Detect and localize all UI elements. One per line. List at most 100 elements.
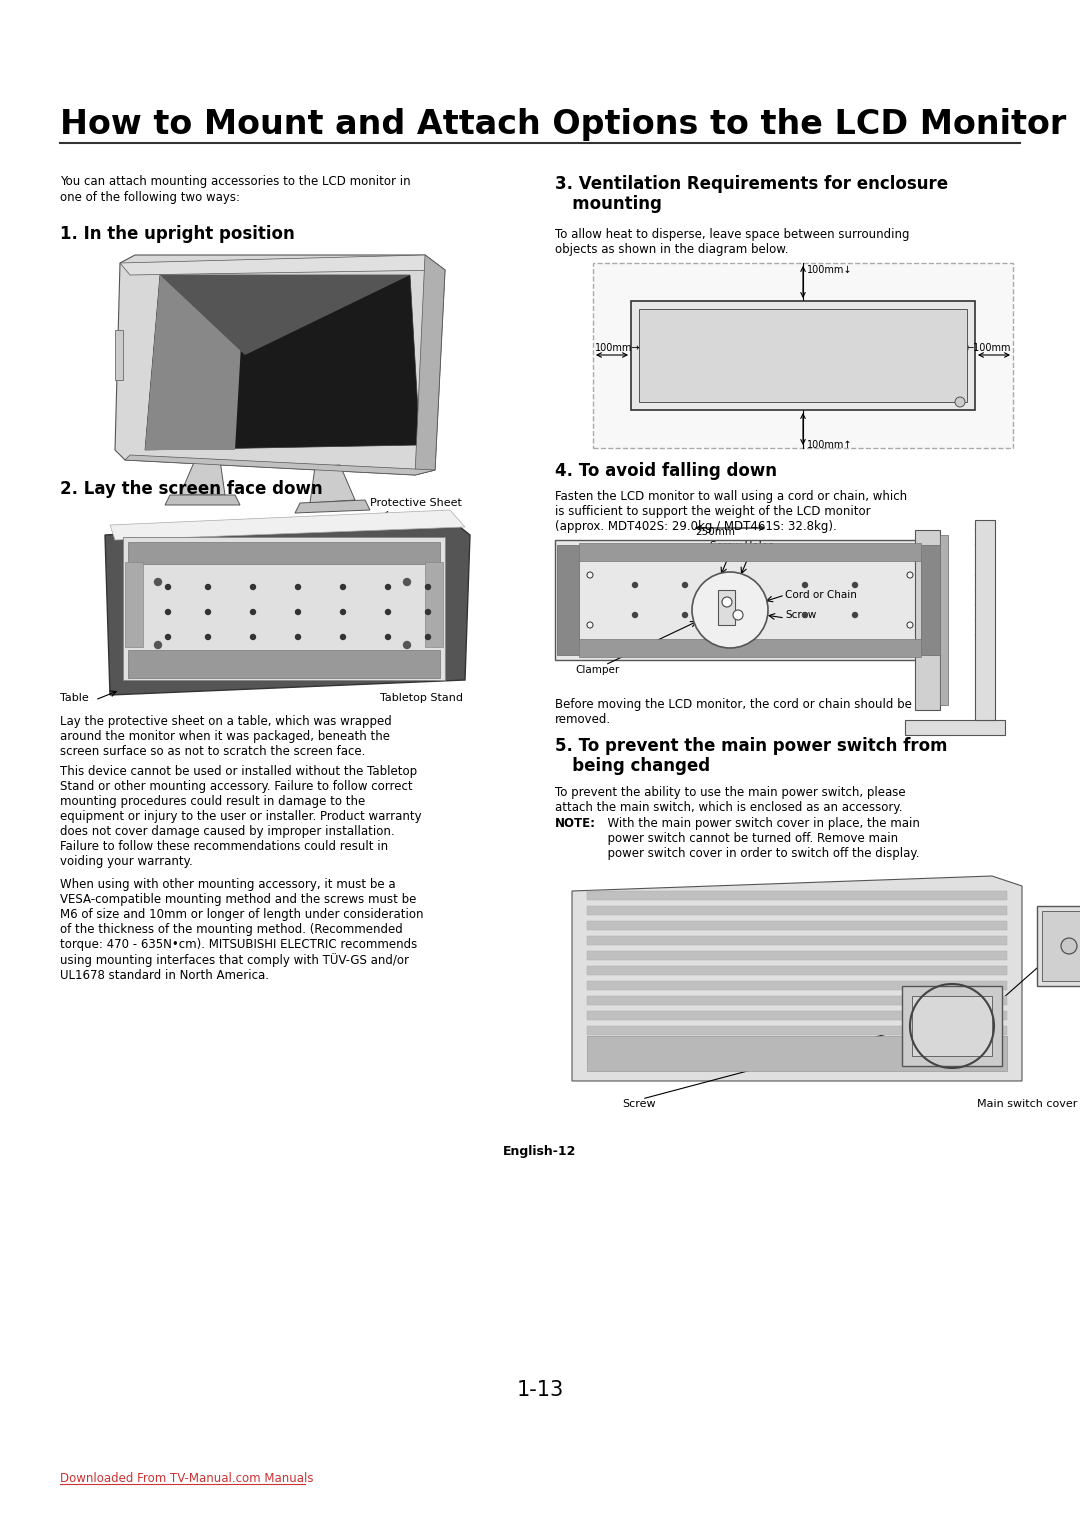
Text: is sufficient to support the weight of the LCD monitor: is sufficient to support the weight of t… xyxy=(555,504,870,518)
Bar xyxy=(588,981,1007,990)
Text: one of the following two ways:: one of the following two ways: xyxy=(60,191,240,205)
Text: Downloaded From TV-Manual.com Manuals: Downloaded From TV-Manual.com Manuals xyxy=(60,1471,313,1485)
Bar xyxy=(588,966,1007,975)
Bar xyxy=(915,530,940,711)
Text: 4. To avoid falling down: 4. To avoid falling down xyxy=(555,461,777,480)
Circle shape xyxy=(683,582,688,587)
Circle shape xyxy=(386,634,391,640)
Text: Screw: Screw xyxy=(785,610,816,620)
Polygon shape xyxy=(145,275,420,451)
Bar xyxy=(588,1025,1007,1034)
Bar xyxy=(588,891,1007,900)
Circle shape xyxy=(1061,938,1077,953)
Circle shape xyxy=(955,397,966,406)
Bar xyxy=(588,937,1007,944)
Circle shape xyxy=(386,610,391,614)
Circle shape xyxy=(588,571,593,578)
Text: NOTE:: NOTE: xyxy=(555,817,596,830)
Circle shape xyxy=(426,610,431,614)
Text: ←100mm: ←100mm xyxy=(966,342,1011,353)
Text: When using with other mounting accessory, it must be a
VESA-compatible mounting : When using with other mounting accessory… xyxy=(60,879,423,983)
Text: Cord or Chain: Cord or Chain xyxy=(785,590,856,601)
Circle shape xyxy=(251,585,256,590)
Circle shape xyxy=(340,585,346,590)
Bar xyxy=(631,301,975,410)
Polygon shape xyxy=(125,455,435,475)
Circle shape xyxy=(633,613,637,617)
Circle shape xyxy=(802,613,808,617)
Text: being changed: being changed xyxy=(555,756,711,775)
Circle shape xyxy=(340,610,346,614)
Text: To allow heat to disperse, leave space between surrounding
objects as shown in t: To allow heat to disperse, leave space b… xyxy=(555,228,909,257)
Circle shape xyxy=(296,610,300,614)
Circle shape xyxy=(426,634,431,640)
Text: Main switch cover: Main switch cover xyxy=(977,1099,1078,1109)
Text: Fasten the LCD monitor to wall using a cord or chain, which: Fasten the LCD monitor to wall using a c… xyxy=(555,490,907,503)
Circle shape xyxy=(633,582,637,587)
Text: Tabletop Stand: Tabletop Stand xyxy=(380,694,463,703)
Circle shape xyxy=(205,585,211,590)
Circle shape xyxy=(296,585,300,590)
Text: 1-13: 1-13 xyxy=(516,1380,564,1400)
Circle shape xyxy=(296,634,300,640)
Circle shape xyxy=(205,634,211,640)
Polygon shape xyxy=(114,255,445,475)
Bar xyxy=(123,536,445,680)
Polygon shape xyxy=(105,515,470,695)
Circle shape xyxy=(588,622,593,628)
Text: Protective Sheet: Protective Sheet xyxy=(370,498,462,507)
Polygon shape xyxy=(572,876,1022,1080)
Polygon shape xyxy=(310,465,355,503)
Text: mounting: mounting xyxy=(555,196,662,212)
Circle shape xyxy=(683,613,688,617)
Bar xyxy=(129,649,440,678)
Bar xyxy=(921,545,943,656)
Circle shape xyxy=(205,610,211,614)
Bar xyxy=(912,996,993,1056)
Polygon shape xyxy=(180,460,225,495)
Bar xyxy=(129,542,440,564)
Bar xyxy=(905,720,1005,735)
Text: Screw: Screw xyxy=(622,1099,656,1109)
Circle shape xyxy=(154,579,162,585)
Bar xyxy=(588,996,1007,1005)
Circle shape xyxy=(404,579,410,585)
Circle shape xyxy=(386,585,391,590)
Polygon shape xyxy=(145,275,245,451)
Text: 100mm↑: 100mm↑ xyxy=(807,440,852,451)
Circle shape xyxy=(907,571,913,578)
Circle shape xyxy=(907,622,913,628)
Text: Table: Table xyxy=(60,694,89,703)
Bar xyxy=(579,542,921,561)
Bar xyxy=(588,921,1007,931)
Text: 2. Lay the screen face down: 2. Lay the screen face down xyxy=(60,480,323,498)
Bar xyxy=(579,639,921,657)
Text: English-12: English-12 xyxy=(503,1144,577,1158)
Bar xyxy=(639,309,967,402)
Bar xyxy=(1037,906,1080,986)
Circle shape xyxy=(733,610,743,620)
Circle shape xyxy=(404,642,410,648)
Polygon shape xyxy=(718,590,735,625)
Bar xyxy=(588,950,1007,960)
Circle shape xyxy=(426,585,431,590)
Text: With the main power switch cover in place, the main
  power switch cannot be tur: With the main power switch cover in plac… xyxy=(600,817,920,860)
Text: 100mm↓: 100mm↓ xyxy=(807,264,852,275)
Bar xyxy=(593,263,1013,448)
Circle shape xyxy=(165,585,171,590)
Text: Clamper: Clamper xyxy=(575,665,619,675)
Bar xyxy=(125,562,143,646)
Text: 3. Ventilation Requirements for enclosure: 3. Ventilation Requirements for enclosur… xyxy=(555,176,948,193)
Circle shape xyxy=(165,634,171,640)
Polygon shape xyxy=(295,500,370,513)
Circle shape xyxy=(743,613,747,617)
Bar xyxy=(426,562,443,646)
Circle shape xyxy=(340,634,346,640)
Bar xyxy=(555,539,945,660)
Text: Before moving the LCD monitor, the cord or chain should be
removed.: Before moving the LCD monitor, the cord … xyxy=(555,698,912,726)
Text: How to Mount and Attach Options to the LCD Monitor: How to Mount and Attach Options to the L… xyxy=(60,108,1066,141)
Circle shape xyxy=(852,582,858,587)
Text: You can attach mounting accessories to the LCD monitor in: You can attach mounting accessories to t… xyxy=(60,176,410,188)
Bar xyxy=(902,986,1002,1067)
Polygon shape xyxy=(415,255,445,475)
